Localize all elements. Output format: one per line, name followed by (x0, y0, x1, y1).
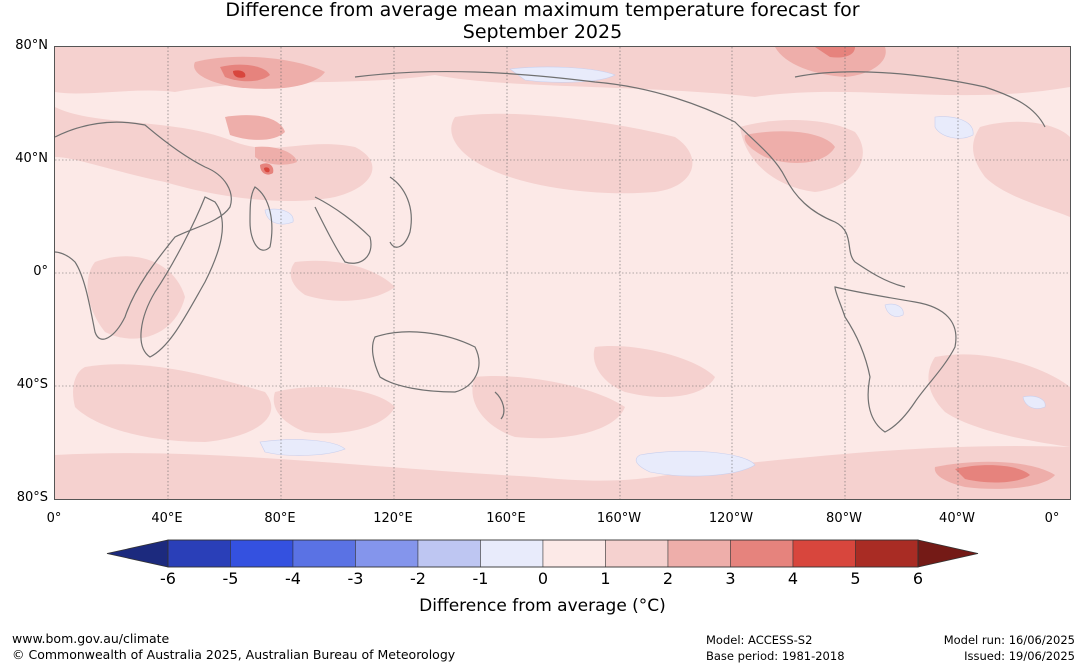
colorbar-tick-label: 4 (787, 569, 799, 588)
footer-issued: Issued: 19/06/2025 (964, 649, 1075, 663)
colorbar-swatch (292, 539, 356, 568)
lon-label-40e: 40°E (151, 511, 183, 526)
colorbar-tick-label: 6 (912, 569, 924, 588)
map-title-line2: September 2025 (462, 21, 623, 43)
map-title-line1: Difference from average mean maximum tem… (225, 0, 860, 21)
lon-label-80w: 80°W (826, 511, 862, 526)
lat-label-0: 0° (33, 264, 48, 279)
lon-label-120w: 120°W (708, 511, 754, 526)
footer-model-run: Model run: 16/06/2025 (943, 633, 1075, 647)
lon-label-160w: 160°W (596, 511, 642, 526)
anomaly-3-4-regions (220, 47, 1030, 483)
colorbar-swatch (167, 539, 231, 568)
colorbar-swatch (605, 539, 669, 568)
colorbar-swatch (730, 539, 794, 568)
colorbar-tick-label: 3 (725, 569, 736, 588)
lon-label-120e: 120°E (373, 511, 413, 526)
colorbar-tick-label: -3 (347, 569, 364, 588)
lat-label-80n: 80°N (15, 38, 48, 53)
colorbar-title: Difference from average (°C) (419, 596, 666, 616)
lon-label-80e: 80°E (264, 511, 296, 526)
colorbar (106, 539, 979, 568)
footer-url[interactable]: www.bom.gov.au/climate (12, 631, 170, 646)
lat-label-80s: 80°S (16, 490, 48, 505)
lat-label-40n: 40°N (15, 151, 48, 166)
graticule (55, 47, 1070, 499)
colorbar-tick-label: -1 (472, 569, 489, 588)
anomaly-4-5-regions (233, 70, 270, 173)
lon-label-0-east: 0° (1044, 511, 1060, 526)
lon-label-0: 0° (46, 511, 62, 526)
colorbar-tick-label: -5 (222, 569, 239, 588)
colorbar-tick-label: -6 (160, 569, 176, 588)
colorbar-extend-high (917, 539, 979, 568)
colorbar-tick-label: 2 (662, 569, 674, 588)
colorbar-swatch (480, 539, 544, 568)
lon-label-160e: 160°E (486, 511, 526, 526)
map-canvas (55, 47, 1070, 499)
colorbar-swatch (792, 539, 856, 568)
colorbar-tick-label: -4 (285, 569, 301, 588)
colorbar-swatch (417, 539, 481, 568)
footer-model: Model: ACCESS-S2 (706, 633, 813, 647)
colorbar-swatch (667, 539, 731, 568)
colorbar-swatch (542, 539, 606, 568)
colorbar-tick-label: 5 (850, 569, 861, 588)
footer-copyright: © Commonwealth of Australia 2025, Austra… (12, 647, 456, 662)
footer-base-period: Base period: 1981-2018 (706, 649, 845, 663)
forecast-map (54, 46, 1071, 500)
lon-label-40w: 40°W (939, 511, 975, 526)
coastlines (55, 70, 1046, 433)
anomaly-1-2-regions (55, 47, 1070, 499)
anomaly-negative-regions (259, 66, 1046, 477)
colorbar-swatch (230, 539, 294, 568)
colorbar-tick-label: -2 (410, 569, 426, 588)
colorbar-tick-label: 0 (537, 569, 549, 588)
lat-label-40s: 40°S (16, 377, 48, 392)
colorbar-tick-label: 1 (600, 569, 611, 588)
colorbar-swatch (855, 539, 919, 568)
colorbar-swatch (355, 539, 419, 568)
colorbar-extend-low (106, 539, 169, 568)
